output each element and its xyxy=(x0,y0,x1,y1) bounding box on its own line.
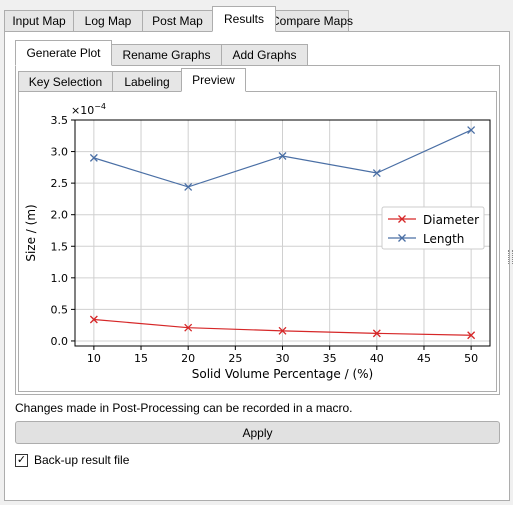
preview-chart: 10 15 20 25 30 35 40 45 50 0.0 0.5 1.0 1.5 2.0 2.5 3.0 3… xyxy=(24,102,491,381)
apply-button[interactable]: Apply xyxy=(15,421,500,444)
backup-checkbox-row[interactable]: ✓ Back-up result file xyxy=(15,453,129,467)
tab-post-map[interactable]: Post Map xyxy=(142,10,213,32)
legend-marker xyxy=(398,215,406,223)
data-point-length xyxy=(184,182,193,191)
y-axis-exponent: −4 xyxy=(94,102,106,111)
plot-frame xyxy=(74,119,491,347)
x-tick-label: 15 xyxy=(134,352,148,365)
tab-generate-plot[interactable]: Generate Plot xyxy=(15,40,112,66)
legend-label: Length xyxy=(423,232,464,246)
y-tick-label: 2.0 xyxy=(51,209,69,222)
y-tick-label: 1.0 xyxy=(51,272,69,285)
y-tick-label: 3.5 xyxy=(51,114,69,127)
tab-add-graphs[interactable]: Add Graphs xyxy=(221,44,308,66)
x-tick-label: 45 xyxy=(417,352,431,365)
y-tick-label: 1.5 xyxy=(51,240,69,253)
x-tick-label: 35 xyxy=(323,352,337,365)
data-point-diameter xyxy=(184,323,193,332)
data-point-length xyxy=(467,126,476,135)
preview-tab-bar: Key Selection Labeling Preview xyxy=(18,68,246,92)
macro-note: Changes made in Post-Processing can be r… xyxy=(15,401,353,415)
x-axis-label: Solid Volume Percentage / (%) xyxy=(192,367,373,381)
x-tick-label: 25 xyxy=(228,352,242,365)
data-point-diameter xyxy=(467,331,476,340)
legend-label: Diameter xyxy=(423,213,479,227)
backup-checkbox[interactable]: ✓ xyxy=(15,453,28,467)
resize-grip-icon[interactable] xyxy=(508,250,513,264)
data-point-length xyxy=(278,152,287,160)
tab-rename-graphs[interactable]: Rename Graphs xyxy=(111,44,222,66)
y-axis-multiplier: ×10−4 xyxy=(71,102,106,117)
x-tick-label: 30 xyxy=(276,352,290,365)
data-point-length xyxy=(372,169,381,177)
tab-labeling[interactable]: Labeling xyxy=(112,71,182,92)
x-tick-label: 10 xyxy=(87,352,101,365)
x-tick-label: 50 xyxy=(464,352,478,365)
y-axis-label: Size / (m) xyxy=(24,204,38,261)
y-tick-label: 2.5 xyxy=(51,177,69,190)
data-point-diameter xyxy=(372,329,381,338)
tab-compare-maps[interactable]: Compare Maps xyxy=(271,10,353,32)
tab-log-map[interactable]: Log Map xyxy=(73,10,143,32)
data-point-diameter xyxy=(278,326,287,335)
x-tick-label: 40 xyxy=(370,352,384,365)
y-tick-label: 0.0 xyxy=(51,335,69,348)
y-tick-label: 3.0 xyxy=(51,146,69,159)
data-point-diameter xyxy=(89,315,98,324)
backup-checkbox-label: Back-up result file xyxy=(34,453,130,467)
tab-preview[interactable]: Preview xyxy=(181,68,246,92)
tab-key-selection[interactable]: Key Selection xyxy=(18,71,113,92)
x-tick-label: 20 xyxy=(181,352,195,365)
y-tick-label: 0.5 xyxy=(51,303,69,316)
data-point-length xyxy=(89,153,98,162)
plot-tab-bar: Generate Plot Rename Graphs Add Graphs xyxy=(15,40,308,66)
tab-input-map[interactable]: Input Map xyxy=(4,10,74,32)
tab-results[interactable]: Results xyxy=(212,6,276,32)
main-tab-bar: Input Map Log Map Post Map Results Compa… xyxy=(4,6,353,32)
legend-marker xyxy=(398,234,406,242)
